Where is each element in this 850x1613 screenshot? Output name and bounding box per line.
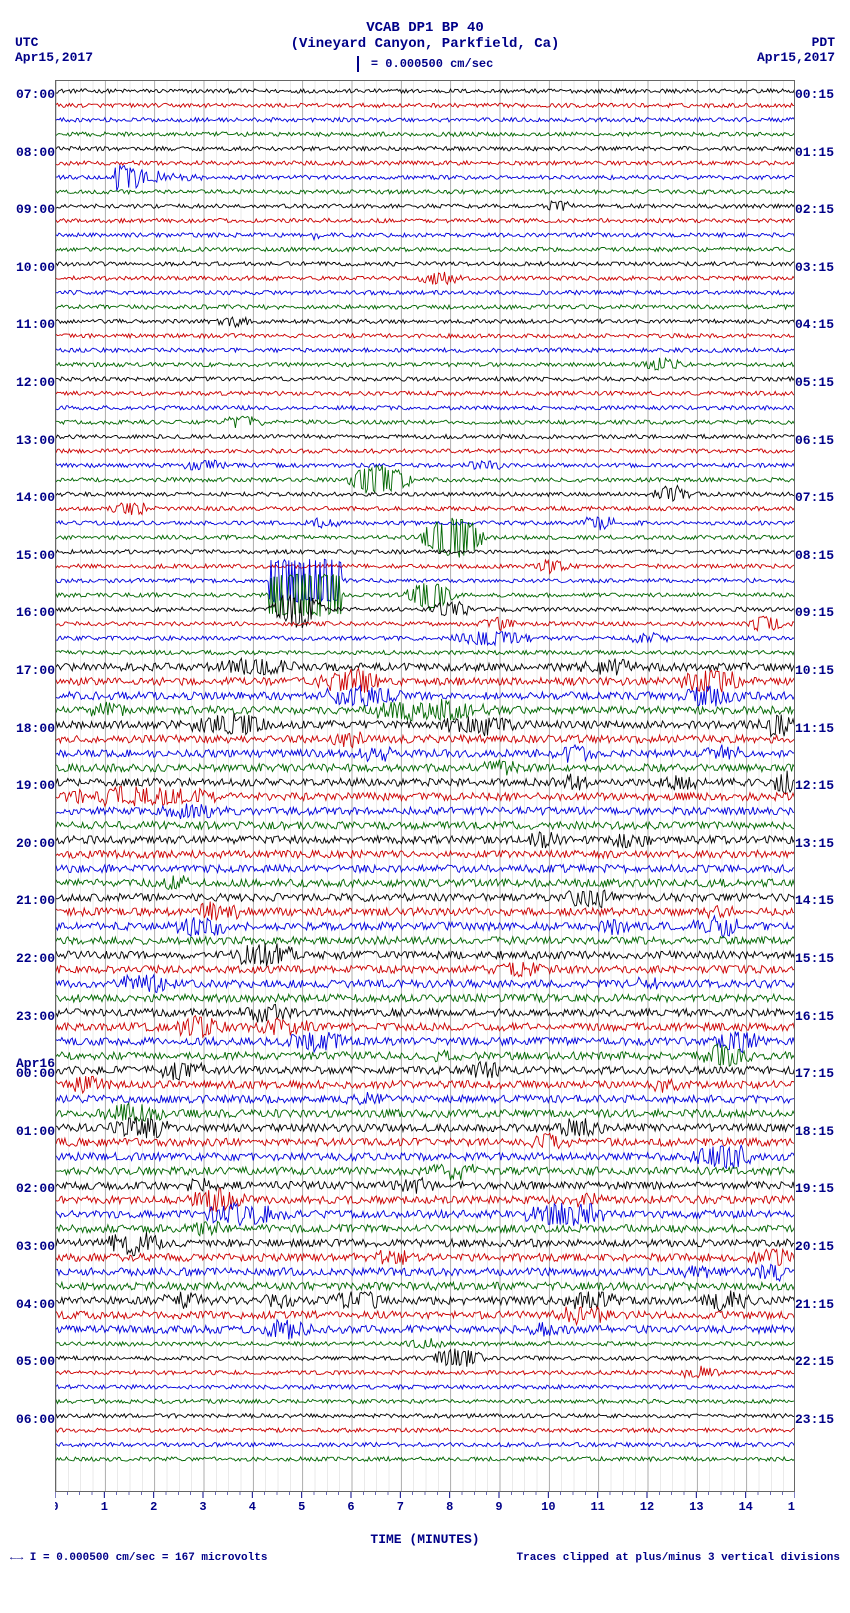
hour-label: 13:00: [16, 433, 55, 448]
hour-label: 22:15: [795, 1354, 834, 1369]
footer-right: Traces clipped at plus/minus 3 vertical …: [517, 1552, 840, 1564]
title-line2: (Vineyard Canyon, Parkfield, Ca): [0, 36, 850, 52]
footer-left: ←→ I = 0.000500 cm/sec = 167 microvolts: [10, 1552, 267, 1564]
svg-text:6: 6: [347, 1500, 354, 1512]
hour-label: 16:00: [16, 605, 55, 620]
svg-text:15: 15: [788, 1500, 795, 1512]
header: UTC Apr15,2017 PDT Apr15,2017 VCAB DP1 B…: [0, 0, 850, 80]
hour-label: 14:00: [16, 490, 55, 505]
hour-label: 15:15: [795, 951, 834, 966]
hour-label: 04:00: [16, 1297, 55, 1312]
helicorder-plot: [55, 80, 795, 1492]
hour-label: 03:00: [16, 1239, 55, 1254]
scale-marker: = 0.000500 cm/sec: [0, 56, 850, 72]
hour-label: 13:15: [795, 836, 834, 851]
svg-text:5: 5: [298, 1500, 305, 1512]
hour-label: 23:15: [795, 1412, 834, 1427]
hour-label: 11:15: [795, 721, 834, 736]
svg-text:9: 9: [495, 1500, 502, 1512]
hour-label: 18:00: [16, 721, 55, 736]
pdt-block: PDT Apr15,2017: [757, 35, 835, 65]
utc-label: UTC: [15, 35, 93, 50]
hour-label: 09:15: [795, 605, 834, 620]
x-axis-label: TIME (MINUTES): [55, 1516, 795, 1547]
hour-label: 01:15: [795, 145, 834, 160]
svg-text:7: 7: [397, 1500, 404, 1512]
pdt-date: Apr15,2017: [757, 50, 835, 65]
title-line1: VCAB DP1 BP 40: [0, 20, 850, 36]
hour-label: 07:15: [795, 490, 834, 505]
hour-label: 06:00: [16, 1412, 55, 1427]
hour-label: 10:15: [795, 663, 834, 678]
hour-label: 07:00: [16, 87, 55, 102]
hour-label: 00:00: [16, 1066, 55, 1081]
svg-text:3: 3: [199, 1500, 206, 1512]
hour-label: 18:15: [795, 1124, 834, 1139]
svg-text:8: 8: [446, 1500, 453, 1512]
svg-text:10: 10: [541, 1500, 555, 1512]
hour-label: 08:00: [16, 145, 55, 160]
hour-label: 16:15: [795, 1009, 834, 1024]
hour-label: 15:00: [16, 548, 55, 563]
footer: ←→ I = 0.000500 cm/sec = 167 microvolts …: [10, 1552, 840, 1564]
hour-label: 00:15: [795, 87, 834, 102]
hour-label: 23:00: [16, 1009, 55, 1024]
hour-label: 05:00: [16, 1354, 55, 1369]
hour-label: 10:00: [16, 260, 55, 275]
hour-label: 21:15: [795, 1297, 834, 1312]
hour-label: 09:00: [16, 202, 55, 217]
hour-label: 04:15: [795, 317, 834, 332]
svg-text:14: 14: [738, 1500, 752, 1512]
hour-label: 21:00: [16, 893, 55, 908]
hour-label: 05:15: [795, 375, 834, 390]
hour-label: 17:15: [795, 1066, 834, 1081]
hour-label: 20:00: [16, 836, 55, 851]
pdt-label: PDT: [757, 35, 835, 50]
utc-block: UTC Apr15,2017: [15, 35, 93, 65]
hour-label: 01:00: [16, 1124, 55, 1139]
hour-label: 12:15: [795, 778, 834, 793]
hour-label: 02:00: [16, 1181, 55, 1196]
hour-label: 12:00: [16, 375, 55, 390]
scale-text: = 0.000500 cm/sec: [371, 57, 493, 71]
x-axis-ticks: 0123456789101112131415: [55, 1492, 795, 1512]
svg-text:13: 13: [689, 1500, 703, 1512]
helicorder-svg: [56, 81, 795, 1491]
svg-text:12: 12: [640, 1500, 654, 1512]
hour-label: 02:15: [795, 202, 834, 217]
svg-text:4: 4: [249, 1500, 256, 1512]
utc-date: Apr15,2017: [15, 50, 93, 65]
hour-label: 03:15: [795, 260, 834, 275]
hour-label: 08:15: [795, 548, 834, 563]
hour-label: 20:15: [795, 1239, 834, 1254]
hour-label: 17:00: [16, 663, 55, 678]
svg-text:0: 0: [55, 1500, 59, 1512]
hour-label: 14:15: [795, 893, 834, 908]
x-axis: 0123456789101112131415 TIME (MINUTES): [55, 1492, 795, 1532]
svg-text:1: 1: [101, 1500, 108, 1512]
hour-label: 11:00: [16, 317, 55, 332]
hour-label: 19:15: [795, 1181, 834, 1196]
scale-bar-icon: [357, 56, 359, 72]
hour-label: 22:00: [16, 951, 55, 966]
hour-label: 19:00: [16, 778, 55, 793]
hour-label: 06:15: [795, 433, 834, 448]
svg-text:11: 11: [590, 1500, 604, 1512]
svg-text:2: 2: [150, 1500, 157, 1512]
